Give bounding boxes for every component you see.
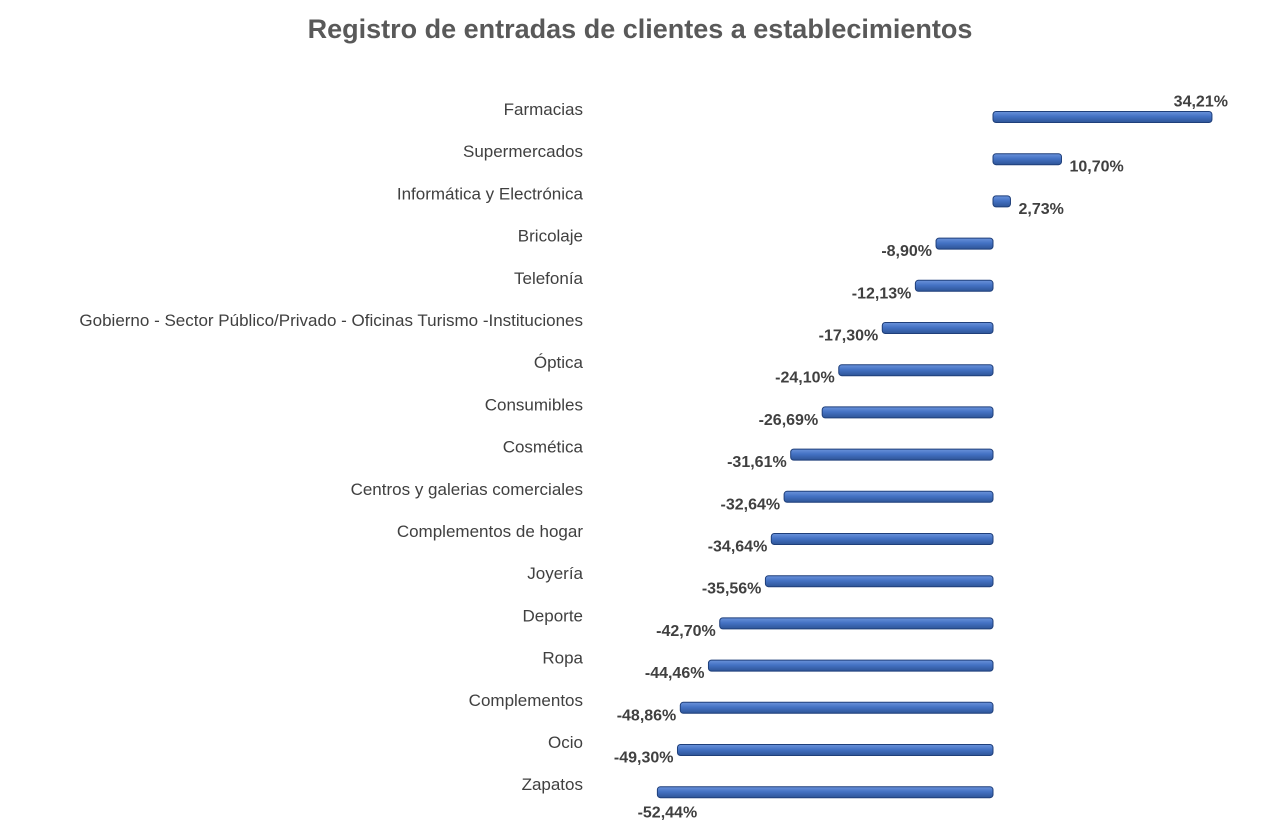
category-label: Complementos — [469, 691, 583, 710]
category-labels: Farmacias Supermercados Informática y Elec… — [79, 100, 583, 794]
category-label: Supermercados — [463, 142, 583, 161]
bar — [679, 701, 994, 714]
value-label: -49,30% — [614, 750, 674, 767]
bars — [656, 111, 1213, 799]
category-label: Gobierno - Sector Público/Privado - Ofic… — [79, 311, 583, 330]
value-label: -31,61% — [727, 454, 787, 471]
category-label: Bricolaje — [518, 227, 583, 246]
category-label: Consumibles — [485, 395, 583, 414]
category-label: Óptica — [534, 353, 584, 372]
bar — [656, 786, 994, 799]
bar — [764, 575, 994, 588]
value-label: -26,69% — [759, 412, 819, 429]
bar — [790, 448, 994, 461]
bar — [770, 533, 994, 545]
bar — [783, 490, 994, 503]
bar — [719, 617, 994, 630]
bar — [992, 153, 1062, 166]
value-label: 34,21% — [1174, 94, 1228, 111]
category-label: Complementos de hogar — [397, 522, 584, 541]
bar — [992, 111, 1213, 123]
value-label: -34,64% — [708, 539, 768, 556]
value-label: -32,64% — [721, 496, 781, 513]
bar — [821, 406, 994, 419]
value-label: -52,44% — [638, 805, 698, 822]
bar — [881, 322, 994, 334]
bar — [935, 237, 994, 250]
category-label: Joyería — [527, 564, 583, 583]
bar — [676, 744, 994, 756]
value-label: -8,90% — [881, 243, 932, 260]
bar — [992, 195, 1011, 208]
value-label: -48,86% — [617, 707, 677, 724]
category-label: Centros y galerias comerciales — [351, 480, 583, 499]
category-label: Informática y Electrónica — [397, 184, 584, 203]
category-label: Telefonía — [514, 269, 584, 288]
bar — [914, 279, 994, 292]
value-label: -24,10% — [775, 370, 835, 387]
category-label: Cosmética — [503, 438, 584, 457]
value-labels: 34,21% 10,70% 2,73% -8,90% -12,13% -17,30% -24… — [614, 94, 1228, 822]
chart-title: Registro de entradas de clientes a estab… — [307, 14, 973, 44]
value-label: -17,30% — [819, 328, 879, 345]
category-label: Zapatos — [522, 775, 583, 794]
value-label: -44,46% — [645, 665, 705, 682]
value-label: -35,56% — [702, 581, 762, 598]
category-label: Ropa — [542, 649, 583, 668]
value-label: -12,13% — [852, 285, 912, 302]
category-label: Ocio — [548, 733, 583, 752]
category-label: Farmacias — [504, 100, 583, 119]
value-label: -42,70% — [656, 623, 716, 640]
value-label: 2,73% — [1018, 201, 1063, 218]
bar — [838, 364, 994, 377]
category-label: Deporte — [523, 606, 583, 625]
value-label: 10,70% — [1069, 159, 1123, 176]
bar — [707, 659, 994, 672]
